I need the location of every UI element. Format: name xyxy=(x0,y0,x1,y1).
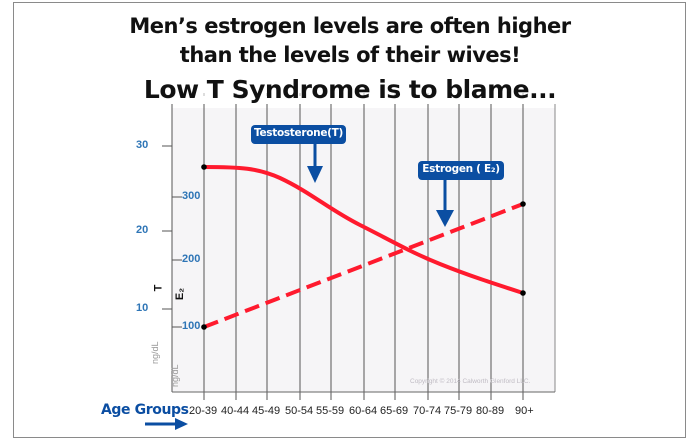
estrogen-callout xyxy=(418,161,504,180)
e2-start-point xyxy=(201,324,207,330)
age-arrow-icon xyxy=(175,418,188,430)
estrogen-callout-label: Estrogen ( E₂) xyxy=(422,163,500,175)
unit-t: ng/dL xyxy=(150,341,160,364)
estrogen-line xyxy=(203,202,524,329)
x-tick: 70-74 xyxy=(413,405,442,417)
y-outer-tick-20: 20 xyxy=(136,224,149,236)
x-tick: 50-54 xyxy=(285,405,314,417)
y-inner-tick-200: 200 xyxy=(182,253,201,265)
t-end-point xyxy=(520,290,526,296)
x-axis-title: Age Groups xyxy=(101,402,189,418)
x-tick: 65-69 xyxy=(380,405,409,417)
x-tick: 60-64 xyxy=(349,405,378,417)
x-tick: 40-44 xyxy=(221,405,250,417)
x-tick: 55-59 xyxy=(316,405,345,417)
x-tick-labels: 20-39 40-44 45-49 50-54 55-59 60-64 65-6… xyxy=(0,405,700,421)
testosterone-callout xyxy=(251,125,346,144)
grid-lines xyxy=(171,104,524,400)
title-line-1: Men’s estrogen levels are often higher xyxy=(129,14,571,38)
x-tick: 90+ xyxy=(515,405,534,417)
y-inner-tick-300: 300 xyxy=(182,190,201,202)
inner-y-ticks xyxy=(172,196,182,328)
y-outer-tick-10: 10 xyxy=(136,302,149,314)
copyright: Copyright © 2014 Calworth Glenford LLC. xyxy=(410,378,531,385)
y-outer-tick-30: 30 xyxy=(136,139,149,151)
estrogen-arrow-icon xyxy=(436,210,454,227)
e2-end-point xyxy=(520,201,526,207)
testosterone-callout-label: Testosterone(T) xyxy=(253,127,343,139)
y-label-e2: E₂ xyxy=(174,287,187,301)
top-ticks xyxy=(203,93,524,96)
x-tick: 80-89 xyxy=(476,405,505,417)
title-line-2: than the levels of their wives! xyxy=(179,43,521,67)
testosterone-line xyxy=(203,165,524,295)
title-line-3: Low T Syndrome is to blame... xyxy=(143,75,557,104)
testosterone-arrow-icon xyxy=(307,166,323,183)
t-start-point xyxy=(201,164,207,170)
y-inner-tick-100: 100 xyxy=(182,320,201,332)
y-label-t: T xyxy=(152,284,165,292)
x-tick: 45-49 xyxy=(252,405,281,417)
x-tick: 75-79 xyxy=(444,405,473,417)
x-tick: 20-39 xyxy=(189,405,218,417)
outer-y-ticks xyxy=(162,145,172,310)
